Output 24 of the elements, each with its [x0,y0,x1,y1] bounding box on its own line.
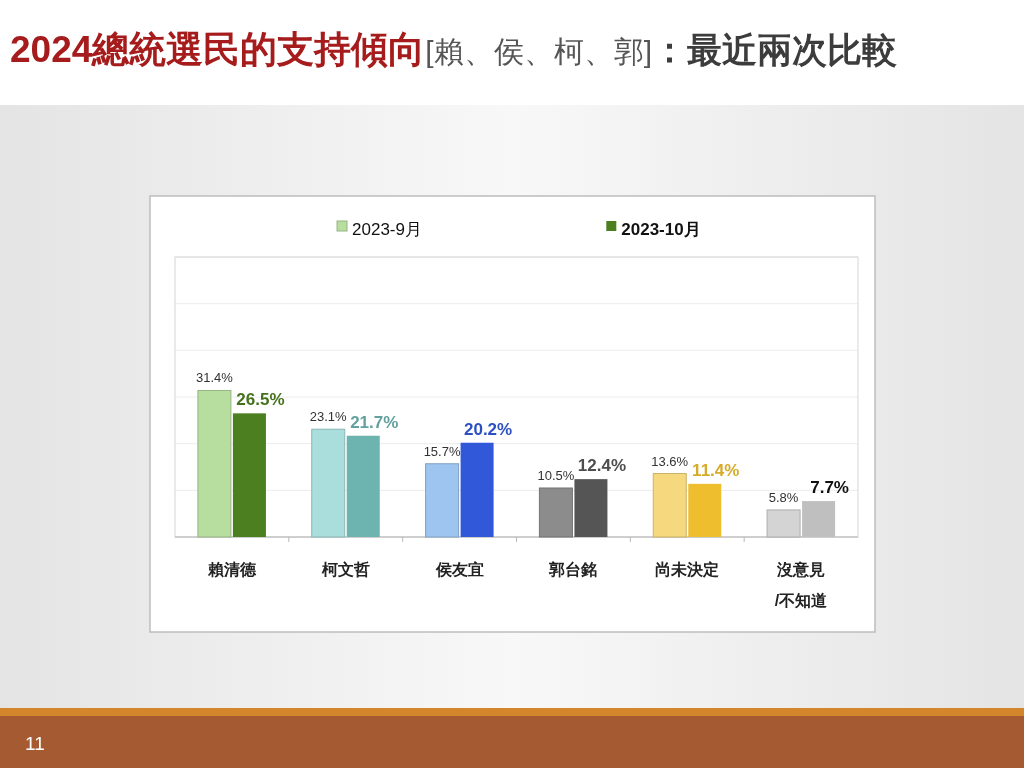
data-label: 12.4% [577,456,626,476]
data-label: 7.7% [810,478,849,498]
x-tick-label: 沒意見 /不知道 [774,561,828,609]
data-label: 5.8% [768,489,799,505]
data-label: 13.6% [651,453,689,469]
title: 2024總統選民的支持傾向[賴、侯、柯、郭]：最近兩次比較 [10,29,897,70]
annotation: 11 [25,733,45,754]
legend-item: 2023-9月 [336,220,422,239]
x-tick-label: 郭台銘 [549,561,598,578]
data-label: 23.1% [309,409,347,425]
x-tick-label: 柯文哲 [321,561,370,578]
data-label: 31.4% [195,370,233,386]
data-label: 15.7% [423,443,461,459]
legend-label: 2023-9月 [352,220,422,239]
data-label: 20.2% [464,419,513,439]
data-label: 11.4% [692,460,740,480]
x-tick-label: 侯友宜 [435,561,484,578]
legend-label: 2023-10月 [621,220,701,239]
data-label: 21.7% [350,412,399,432]
x-tick-label: 賴清德 [207,561,256,578]
x-tick-label: 尚未決定 [655,561,720,578]
legend-item: 2023-10月 [606,220,701,239]
data-label: 26.5% [236,390,285,410]
data-label: 10.5% [537,468,575,483]
